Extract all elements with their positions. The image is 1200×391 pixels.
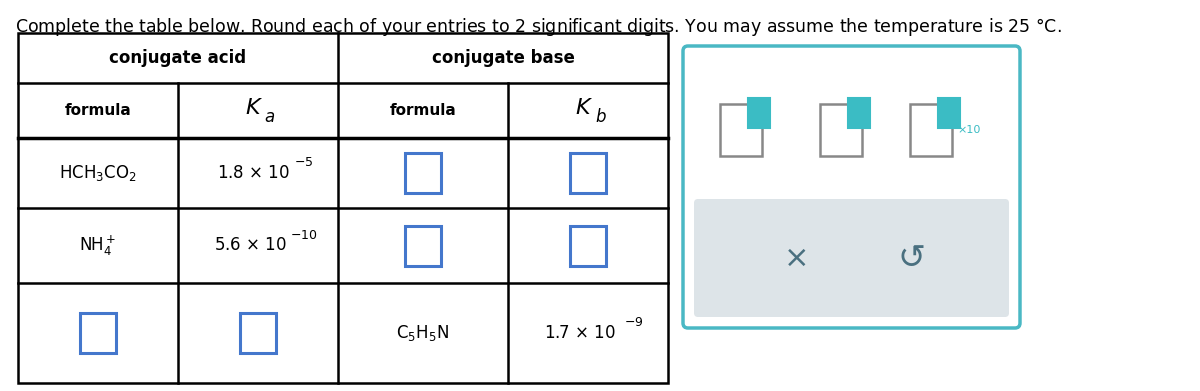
- Text: formula: formula: [65, 103, 131, 118]
- Bar: [406, 153, 442, 193]
- Text: 5.6 $\times$ 10: 5.6 $\times$ 10: [214, 237, 287, 255]
- Bar: [910, 104, 952, 156]
- Text: ↺: ↺: [898, 242, 925, 274]
- Bar: [938, 98, 960, 128]
- Text: Complete the table below. Round each of your entries to $2$ significant digits. : Complete the table below. Round each of …: [14, 16, 1062, 38]
- Text: conjugate acid: conjugate acid: [109, 49, 246, 67]
- Bar: [720, 104, 762, 156]
- Bar: [406, 226, 442, 265]
- Bar: [570, 226, 606, 265]
- Text: $\mathit{K}$: $\mathit{K}$: [575, 97, 593, 118]
- Text: formula: formula: [390, 103, 456, 118]
- Text: 1.8 $\times$ 10: 1.8 $\times$ 10: [217, 164, 289, 182]
- Text: conjugate base: conjugate base: [432, 49, 575, 67]
- Text: $\mathit{b}$: $\mathit{b}$: [595, 108, 607, 127]
- Text: ×10: ×10: [958, 125, 980, 135]
- Text: HCH$_3$CO$_2$: HCH$_3$CO$_2$: [59, 163, 137, 183]
- Text: NH$_4^+$: NH$_4^+$: [79, 233, 116, 258]
- Text: $-$10: $-$10: [290, 229, 318, 242]
- FancyBboxPatch shape: [694, 199, 1009, 317]
- Text: $-$5: $-$5: [294, 156, 313, 170]
- Bar: [848, 98, 870, 128]
- FancyBboxPatch shape: [683, 46, 1020, 328]
- Text: C$_5$H$_5$N: C$_5$H$_5$N: [396, 323, 450, 343]
- Text: $-$9: $-$9: [624, 316, 643, 330]
- Text: $\mathit{a}$: $\mathit{a}$: [264, 108, 276, 127]
- Bar: [18, 33, 668, 383]
- Bar: [748, 98, 770, 128]
- Bar: [80, 313, 116, 353]
- Bar: [240, 313, 276, 353]
- Text: $\mathit{K}$: $\mathit{K}$: [245, 97, 263, 118]
- Bar: [570, 153, 606, 193]
- Text: 1.7 $\times$ 10: 1.7 $\times$ 10: [544, 324, 616, 342]
- Bar: [820, 104, 862, 156]
- Text: ×: ×: [784, 244, 809, 273]
